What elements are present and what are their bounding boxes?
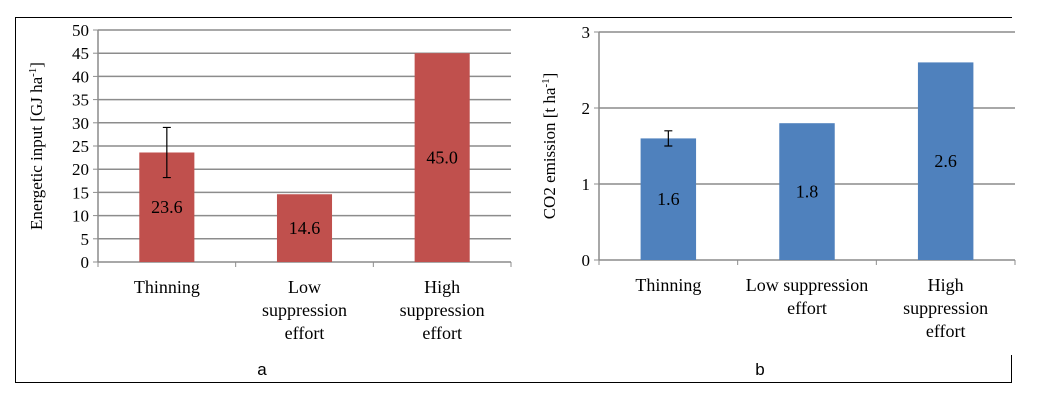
y-tick-label: 45 xyxy=(72,44,89,63)
x-tick-label: High xyxy=(424,277,460,297)
data-label: 1.8 xyxy=(796,182,819,202)
chart-a: 0 5 10 15 20 25 30 35 40 45 50 23.6 Thinning 14.6 Low s… xyxy=(27,21,512,379)
y-axis-label: Energetic input [GJ ha-1] xyxy=(27,62,46,230)
data-label: 2.6 xyxy=(934,151,957,171)
y-tick-label: 0 xyxy=(81,253,90,272)
y-tick-label: 50 xyxy=(72,21,89,40)
bar xyxy=(276,194,333,262)
y-tick-label: 0 xyxy=(582,251,591,270)
y-tick-label: 5 xyxy=(81,230,90,249)
x-tick-label: suppression xyxy=(400,300,485,320)
y-tick-label: 15 xyxy=(72,183,89,202)
bar xyxy=(414,53,470,263)
data-label: 23.6 xyxy=(151,197,183,217)
y-tick-label: 2 xyxy=(582,99,591,118)
y-tick-label: 20 xyxy=(72,160,89,179)
y-tick-label: 25 xyxy=(72,137,89,156)
x-tick-label: Low xyxy=(288,277,321,297)
x-tick-label: suppression xyxy=(262,300,347,320)
bar xyxy=(917,62,974,261)
y-tick-label: 10 xyxy=(72,207,89,226)
x-tick-label: Thinning xyxy=(134,277,200,297)
error-bar xyxy=(664,130,673,147)
x-tick-label: effort xyxy=(787,298,827,318)
y-axis-label: CO2 emission [t ha-1] xyxy=(540,73,559,220)
y-tick-label: 35 xyxy=(72,91,89,110)
x-tick-label: Thinning xyxy=(635,275,701,295)
x-tick-label: suppression xyxy=(903,298,988,318)
y-tick-label: 1 xyxy=(582,175,591,194)
x-tick-label: High xyxy=(928,275,964,295)
panel-label: b xyxy=(755,360,764,379)
y-tick-label: 3 xyxy=(582,23,591,42)
panel-label: a xyxy=(257,360,267,379)
data-label: 45.0 xyxy=(426,148,458,168)
chart-b: 0 1 2 3 1.6 Thinning 1.8 Low suppression effort 2… xyxy=(540,23,1016,379)
y-tick-label: 30 xyxy=(72,114,89,133)
data-label: 1.6 xyxy=(657,189,680,209)
x-tick-label: effort xyxy=(926,321,966,341)
frame xyxy=(15,17,1012,383)
error-bar xyxy=(162,126,171,179)
x-tick-label: effort xyxy=(285,323,325,343)
x-tick-label: Low suppression xyxy=(746,275,869,295)
bar xyxy=(779,123,835,260)
y-tick-label: 40 xyxy=(72,67,89,86)
data-label: 14.6 xyxy=(289,218,321,238)
bar xyxy=(640,138,697,260)
x-tick-label: effort xyxy=(422,323,462,343)
